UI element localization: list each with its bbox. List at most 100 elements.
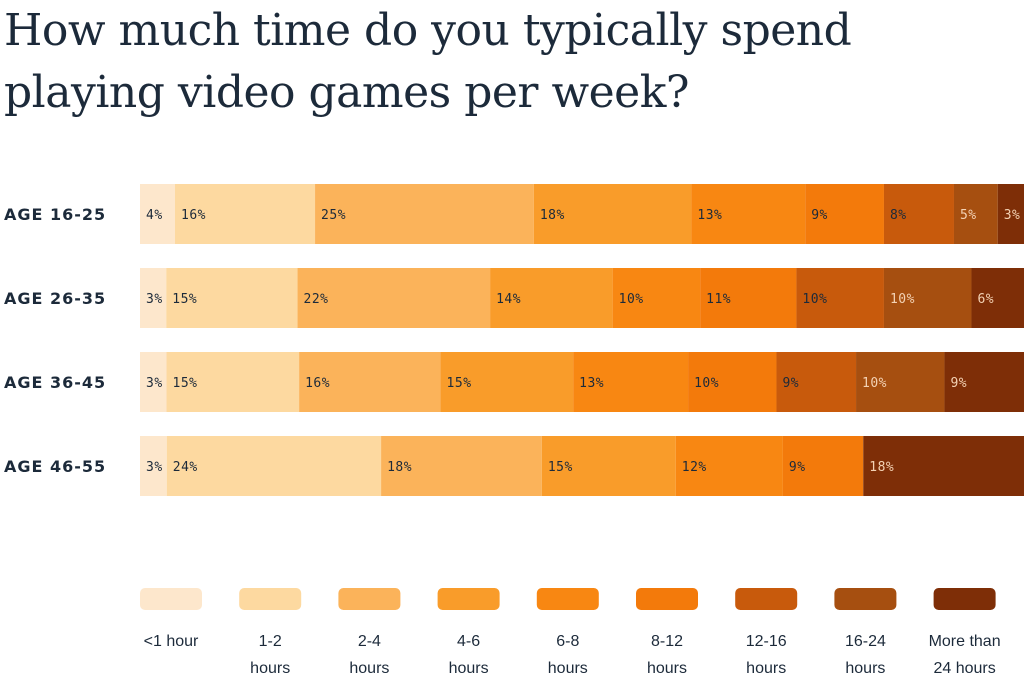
bar-segment bbox=[856, 352, 945, 412]
legend-swatch bbox=[140, 588, 202, 610]
row-label: AGE 36-45 bbox=[4, 373, 106, 392]
data-label: 3% bbox=[146, 292, 163, 307]
data-label: 25% bbox=[321, 208, 346, 223]
legend-swatch bbox=[735, 588, 798, 610]
chart-title: How much time do you typically spend pla… bbox=[4, 5, 852, 118]
bar-segment bbox=[782, 436, 864, 496]
legend-label: <1 hour bbox=[144, 633, 199, 650]
bar-segment bbox=[166, 268, 298, 328]
data-label: 3% bbox=[146, 376, 163, 391]
legend-swatch bbox=[437, 588, 500, 610]
data-label: 12% bbox=[682, 460, 707, 475]
bar-segment bbox=[953, 184, 998, 244]
bar-segment bbox=[140, 184, 176, 244]
data-label: 10% bbox=[619, 292, 644, 307]
data-label: 18% bbox=[869, 460, 894, 475]
data-label: 15% bbox=[447, 376, 472, 391]
bar-segment bbox=[691, 184, 806, 244]
bar-segment bbox=[166, 436, 382, 496]
bar-segment bbox=[381, 436, 542, 496]
data-label: 9% bbox=[782, 376, 799, 391]
bar-segment bbox=[612, 268, 701, 328]
legend-swatch bbox=[834, 588, 897, 610]
bar-segment bbox=[166, 352, 300, 412]
bar-segment bbox=[883, 268, 972, 328]
data-label: 9% bbox=[789, 460, 806, 475]
bar-segment bbox=[140, 436, 167, 496]
data-label: 9% bbox=[950, 376, 967, 391]
data-label: 10% bbox=[694, 376, 719, 391]
data-label: 15% bbox=[173, 376, 198, 391]
legend-label: hours bbox=[349, 660, 389, 677]
data-label: 22% bbox=[304, 292, 329, 307]
data-label: 10% bbox=[862, 376, 887, 391]
legend-label: hours bbox=[449, 660, 489, 677]
data-label: 4% bbox=[146, 208, 163, 223]
bar-segment bbox=[796, 268, 884, 328]
bar-segment bbox=[700, 268, 797, 328]
data-label: 3% bbox=[146, 460, 163, 475]
data-label: 24% bbox=[173, 460, 198, 475]
bar-segment bbox=[688, 352, 777, 412]
data-label: 13% bbox=[697, 208, 722, 223]
data-label: 13% bbox=[579, 376, 604, 391]
data-label: 15% bbox=[172, 292, 197, 307]
data-label: 16% bbox=[181, 208, 206, 223]
legend-label: 4-6 bbox=[457, 633, 480, 650]
bar-segment bbox=[175, 184, 316, 244]
data-label: 11% bbox=[706, 292, 731, 307]
legend-label: 8-12 bbox=[651, 633, 683, 650]
bar-segment bbox=[573, 352, 689, 412]
legend-label: hours bbox=[250, 660, 290, 677]
bar-segment bbox=[140, 268, 167, 328]
bar-segment bbox=[883, 184, 954, 244]
bar-segment bbox=[533, 184, 692, 244]
bar-segment bbox=[541, 436, 676, 496]
legend-swatch bbox=[636, 588, 698, 610]
legend-label: hours bbox=[746, 660, 786, 677]
bar-segment bbox=[997, 184, 1024, 244]
legend-label: 1-2 bbox=[259, 633, 282, 650]
data-label: 5% bbox=[960, 208, 977, 223]
data-label: 9% bbox=[811, 208, 828, 223]
data-label: 6% bbox=[977, 292, 994, 307]
bar-segment bbox=[971, 268, 1024, 328]
data-label: 18% bbox=[387, 460, 412, 475]
bar-segment bbox=[299, 352, 441, 412]
legend-label: hours bbox=[845, 660, 885, 677]
legend-label: 2-4 bbox=[358, 633, 381, 650]
bar-segment bbox=[440, 352, 574, 412]
bar-segment bbox=[863, 436, 1024, 496]
legend-label: hours bbox=[548, 660, 588, 677]
bar-segment bbox=[140, 352, 167, 412]
bar-segment bbox=[490, 268, 613, 328]
data-label: 8% bbox=[890, 208, 907, 223]
bar-segment bbox=[805, 184, 884, 244]
legend-label: 6-8 bbox=[556, 633, 579, 650]
row-label: AGE 16-25 bbox=[4, 205, 106, 224]
bar-segment bbox=[776, 352, 857, 412]
data-label: 10% bbox=[890, 292, 915, 307]
data-label: 3% bbox=[1004, 208, 1021, 223]
data-label: 15% bbox=[548, 460, 573, 475]
legend-swatch bbox=[536, 588, 599, 610]
legend-label: 24 hours bbox=[933, 660, 995, 677]
legend-label: 12-16 bbox=[746, 633, 787, 650]
legend-swatch bbox=[338, 588, 401, 610]
row-label: AGE 26-35 bbox=[4, 289, 106, 308]
legend-swatch bbox=[933, 588, 996, 610]
legend-label: More than bbox=[929, 633, 1001, 650]
data-label: 14% bbox=[496, 292, 521, 307]
legend-label: 16-24 bbox=[845, 633, 886, 650]
legend-swatch bbox=[239, 588, 302, 610]
legend-label: hours bbox=[647, 660, 687, 677]
bar-segment bbox=[944, 352, 1024, 412]
bar-segment bbox=[675, 436, 783, 496]
bar-segment bbox=[315, 184, 534, 244]
data-label: 18% bbox=[540, 208, 565, 223]
data-label: 10% bbox=[802, 292, 827, 307]
row-label: AGE 46-55 bbox=[4, 457, 106, 476]
bar-segment bbox=[297, 268, 491, 328]
data-label: 16% bbox=[305, 376, 330, 391]
